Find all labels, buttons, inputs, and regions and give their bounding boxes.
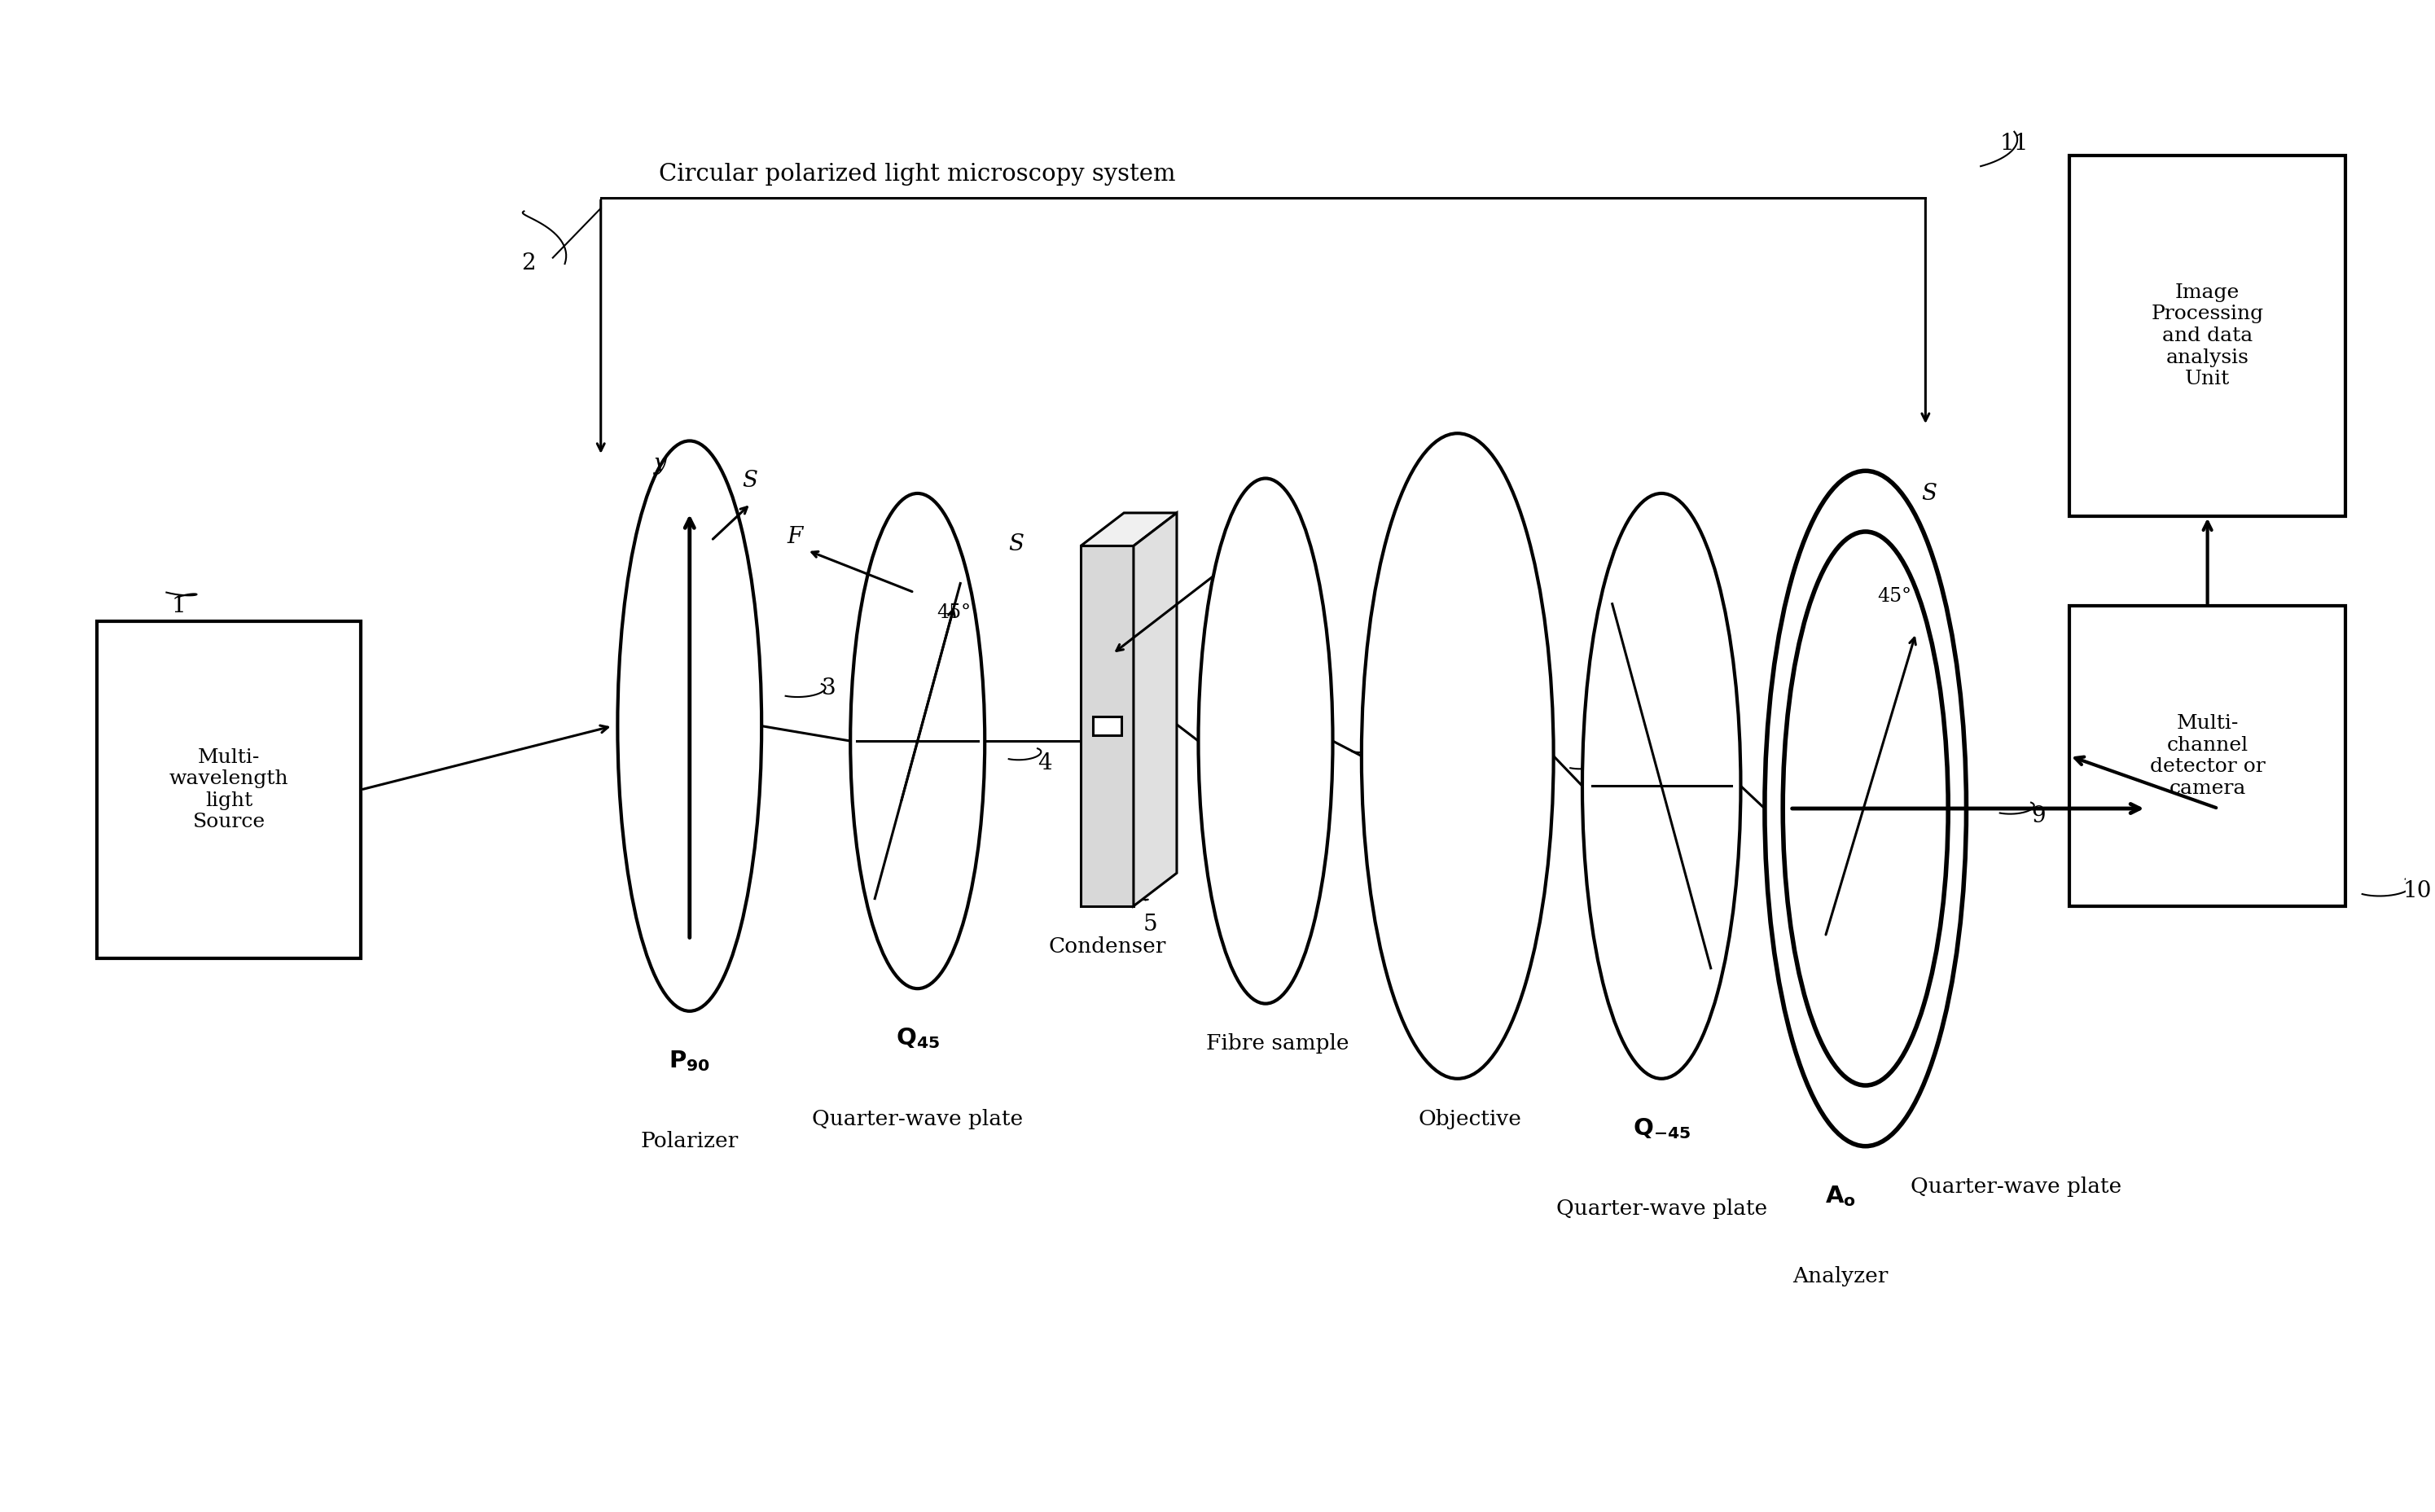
Text: 11: 11 — [1999, 133, 2028, 154]
Text: $\mathbf{P_{90}}$: $\mathbf{P_{90}}$ — [670, 1049, 711, 1074]
Text: 3: 3 — [821, 677, 835, 700]
Ellipse shape — [1198, 478, 1332, 1004]
Text: F: F — [1227, 544, 1244, 567]
Bar — [1081, 546, 1135, 906]
Text: Fibre sample: Fibre sample — [1205, 1034, 1349, 1054]
Text: 6: 6 — [1378, 745, 1393, 767]
Text: Polarizer: Polarizer — [640, 1131, 738, 1152]
Text: 2: 2 — [521, 253, 536, 275]
Text: x: x — [2170, 797, 2184, 820]
Text: 45°: 45° — [937, 603, 972, 621]
Text: Circular polarized light microscopy system: Circular polarized light microscopy syst… — [660, 163, 1176, 186]
Ellipse shape — [1765, 470, 1967, 1146]
Bar — [2070, 156, 2345, 516]
Text: Quarter-wave plate: Quarter-wave plate — [1911, 1176, 2121, 1196]
Polygon shape — [1135, 513, 1176, 906]
Text: 9: 9 — [2031, 804, 2045, 827]
Text: S: S — [743, 470, 757, 493]
Text: 5: 5 — [1142, 913, 1157, 936]
Text: F: F — [787, 526, 804, 547]
Text: Multi-
wavelength
light
Source: Multi- wavelength light Source — [168, 748, 287, 832]
Bar — [97, 621, 360, 959]
Text: 45°: 45° — [1877, 587, 1911, 606]
Ellipse shape — [618, 442, 762, 1012]
Text: Quarter-wave plate: Quarter-wave plate — [1556, 1199, 1768, 1219]
Ellipse shape — [1361, 434, 1554, 1078]
Text: Analyzer: Analyzer — [1792, 1266, 1887, 1287]
Ellipse shape — [1583, 493, 1741, 1078]
Text: Image
Processing
and data
analysis
Unit: Image Processing and data analysis Unit — [2150, 283, 2265, 389]
Text: 10: 10 — [2403, 880, 2433, 903]
Text: 8: 8 — [1795, 797, 1807, 820]
Ellipse shape — [850, 493, 984, 989]
Text: Objective: Objective — [1417, 1108, 1522, 1129]
Text: $\mathbf{Q_{45}}$: $\mathbf{Q_{45}}$ — [896, 1027, 940, 1051]
Text: 1: 1 — [170, 594, 185, 617]
Polygon shape — [1081, 513, 1176, 546]
Text: S: S — [1921, 482, 1936, 505]
Text: Condenser: Condenser — [1049, 936, 1166, 957]
Text: 7: 7 — [1600, 761, 1614, 782]
Ellipse shape — [1782, 532, 1948, 1086]
Text: y: y — [653, 454, 665, 475]
Bar — [2070, 606, 2345, 906]
Bar — [1093, 717, 1123, 735]
Text: Multi-
channel
detector or
camera: Multi- channel detector or camera — [2150, 714, 2265, 798]
Text: 4: 4 — [1037, 753, 1052, 774]
Text: $\mathbf{Q_{-45}}$: $\mathbf{Q_{-45}}$ — [1631, 1116, 1690, 1140]
Text: Quarter-wave plate: Quarter-wave plate — [811, 1108, 1023, 1129]
Text: $\mathbf{A_o}$: $\mathbf{A_o}$ — [1824, 1184, 1855, 1208]
Text: S: S — [1008, 534, 1025, 555]
